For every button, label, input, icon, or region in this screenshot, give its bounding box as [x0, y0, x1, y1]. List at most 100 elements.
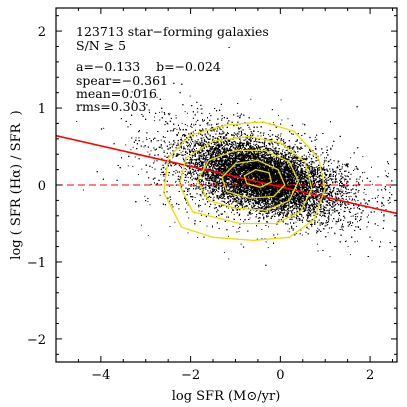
- data-point: [159, 194, 161, 196]
- data-point: [219, 151, 221, 153]
- data-point: [188, 217, 190, 219]
- data-point: [389, 198, 391, 200]
- data-point: [197, 175, 199, 177]
- data-point: [377, 194, 379, 196]
- data-point: [325, 207, 327, 209]
- data-point: [339, 192, 341, 194]
- data-point: [337, 162, 339, 164]
- data-point: [159, 111, 161, 113]
- data-point: [209, 124, 211, 126]
- data-point: [134, 156, 136, 158]
- data-point: [162, 171, 164, 173]
- data-point: [189, 149, 191, 151]
- data-point: [190, 177, 192, 178]
- data-point: [257, 176, 259, 177]
- data-point: [286, 146, 288, 148]
- data-point: [82, 189, 84, 191]
- data-point: [317, 250, 319, 252]
- data-point: [192, 177, 194, 179]
- data-point: [211, 155, 213, 157]
- data-point: [244, 122, 246, 124]
- data-point: [176, 154, 178, 156]
- data-point: [267, 247, 269, 249]
- data-point: [326, 198, 328, 199]
- data-point: [323, 159, 325, 161]
- data-point: [175, 115, 177, 116]
- data-point: [180, 137, 182, 139]
- data-point: [335, 223, 337, 225]
- data-point: [217, 210, 219, 211]
- data-point: [249, 213, 251, 215]
- data-point: [251, 213, 253, 214]
- data-point: [153, 120, 155, 122]
- data-point: [263, 134, 264, 136]
- data-point: [178, 208, 180, 210]
- data-point: [345, 176, 347, 178]
- data-point: [231, 211, 232, 213]
- data-point: [286, 211, 288, 213]
- data-point: [300, 229, 302, 231]
- data-point: [322, 190, 324, 192]
- data-point: [383, 205, 385, 207]
- data-point: [218, 148, 220, 150]
- data-point: [198, 155, 200, 157]
- data-point: [288, 228, 290, 230]
- data-point: [221, 118, 223, 119]
- data-point: [207, 152, 209, 154]
- data-point: [330, 149, 332, 150]
- data-point: [269, 199, 271, 201]
- data-point: [346, 188, 347, 190]
- data-point: [284, 210, 286, 212]
- data-point: [311, 226, 313, 228]
- data-point: [246, 148, 248, 150]
- data-point: [315, 187, 317, 189]
- data-point: [318, 175, 320, 176]
- data-point: [345, 191, 347, 193]
- data-point: [309, 220, 311, 222]
- data-point: [287, 181, 288, 183]
- data-point: [295, 214, 297, 216]
- data-point: [308, 190, 310, 192]
- data-point: [201, 185, 203, 187]
- data-point: [216, 168, 218, 170]
- data-point: [198, 156, 200, 158]
- data-point: [195, 187, 197, 189]
- data-point: [214, 192, 216, 194]
- data-point: [250, 159, 252, 161]
- data-point: [159, 146, 161, 148]
- data-point: [196, 107, 198, 109]
- data-point: [376, 206, 378, 208]
- data-point: [325, 224, 327, 226]
- data-point: [220, 198, 222, 199]
- data-point: [317, 169, 319, 171]
- data-point: [149, 97, 151, 99]
- data-point: [203, 155, 205, 157]
- data-point: [204, 143, 205, 145]
- data-point: [259, 117, 261, 119]
- data-point: [338, 217, 340, 219]
- data-point: [284, 146, 286, 148]
- data-point: [290, 214, 292, 216]
- data-point: [314, 211, 316, 212]
- data-point: [217, 147, 219, 149]
- data-point: [200, 214, 202, 216]
- data-point: [342, 163, 343, 165]
- data-point: [350, 196, 352, 198]
- data-point: [354, 168, 356, 170]
- data-point: [285, 193, 287, 195]
- data-point: [185, 180, 187, 182]
- data-point: [281, 119, 283, 121]
- data-point: [201, 134, 203, 136]
- data-point: [225, 171, 227, 173]
- data-point: [197, 169, 199, 171]
- data-point: [235, 144, 237, 146]
- data-point: [187, 112, 188, 114]
- data-point: [258, 154, 260, 155]
- data-point: [253, 143, 255, 145]
- data-point: [306, 163, 308, 165]
- data-point: [345, 241, 346, 242]
- data-point: [219, 171, 220, 173]
- data-point: [259, 168, 260, 170]
- data-point: [164, 163, 166, 165]
